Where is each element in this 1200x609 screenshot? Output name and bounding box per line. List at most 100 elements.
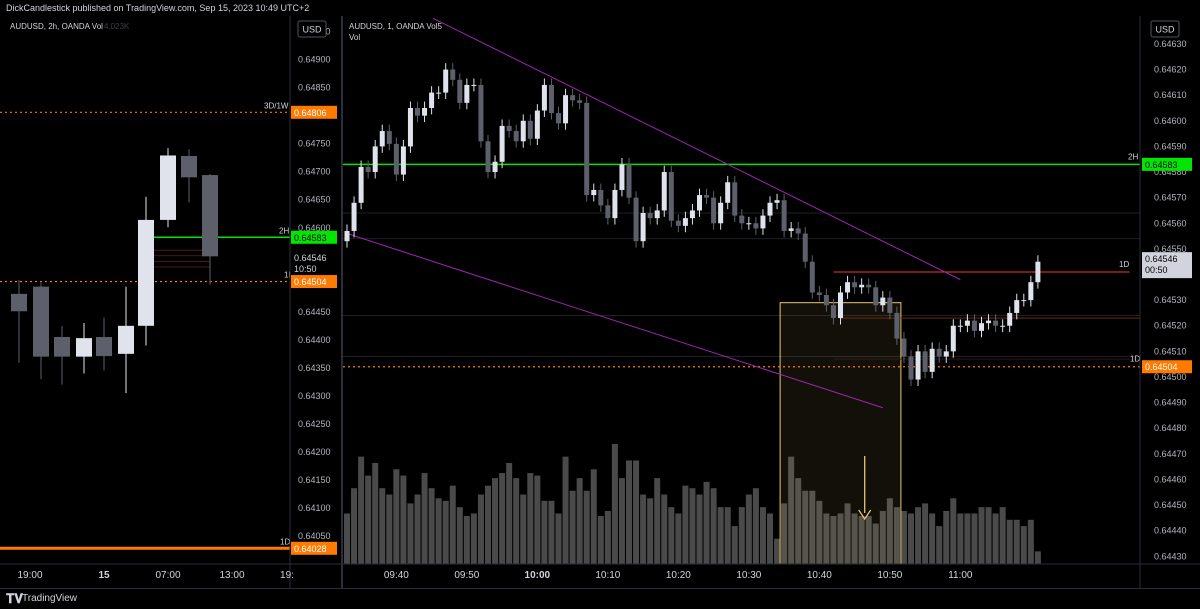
- right-volume-bar: [499, 473, 506, 564]
- right-volume-bar: [492, 478, 499, 564]
- left-candle-body: [118, 325, 134, 354]
- publisher-header: DickCandlestick published on TradingView…: [0, 0, 1200, 16]
- right-volume-bar: [407, 503, 414, 564]
- right-candle-body: [365, 166, 371, 173]
- right-volume-bar: [675, 513, 682, 564]
- right-volume-bar: [633, 460, 640, 564]
- right-volume-bar: [597, 516, 604, 564]
- right-candle-body: [499, 125, 505, 162]
- right-volume-bar: [435, 498, 442, 564]
- right-candle-body: [866, 284, 872, 288]
- right-candle-body: [887, 297, 893, 313]
- right-candle-body: [379, 131, 385, 147]
- right-volume-bar: [442, 500, 449, 564]
- left-currency-label: USD: [302, 25, 322, 35]
- left-y-tick: 0.64700: [298, 167, 331, 177]
- left-price-tag-1d-bottom-bg: [291, 541, 337, 555]
- left-price-tag-1d: 0.64504: [294, 277, 327, 287]
- right-y-tick: 0.64520: [1154, 321, 1187, 331]
- left-countdown: 10:50: [294, 264, 317, 274]
- right-price-tag-1d-bg: [1142, 360, 1192, 374]
- right-volume-bar: [823, 513, 830, 564]
- right-volume-bar: [703, 481, 710, 564]
- left-legend: AUDUSD, 2h, OANDA Vol: [10, 22, 103, 31]
- left-candle-body: [202, 175, 218, 257]
- right-chart-svg[interactable]: 2H 1D 1D 0.64630 0.64620 0.64610 0.64600 0.645…: [343, 16, 1200, 588]
- left-y-tick: 0.64100: [298, 503, 331, 513]
- right-y-tick: 0.64570: [1154, 193, 1187, 203]
- left-price-tag-3d1w: 0.64806: [294, 108, 327, 118]
- right-candle-body: [950, 325, 956, 352]
- left-level-label: 1D: [284, 271, 294, 280]
- right-candle-body: [436, 92, 442, 94]
- right-candle-body: [612, 189, 618, 219]
- right-volume-bar: [456, 507, 463, 564]
- right-volume-bar: [534, 475, 541, 564]
- right-candle-body: [809, 261, 815, 293]
- left-price-tag-2h-bg: [291, 230, 337, 244]
- right-x-label: 10:20: [666, 570, 691, 581]
- right-volume-bar: [428, 488, 435, 564]
- left-price-tag-2h: 0.64583: [294, 233, 327, 243]
- left-y-tick: 0.64350: [298, 363, 331, 373]
- right-last-price: 0.64546: [1145, 254, 1178, 264]
- right-candle-body: [746, 223, 752, 225]
- right-candle-body: [957, 325, 963, 327]
- right-volume-bar: [971, 513, 978, 564]
- right-volume-bar: [414, 494, 421, 564]
- right-candle-body: [908, 356, 914, 380]
- right-chart-panel[interactable]: 2H 1D 1D 0.64630 0.64620 0.64610 0.64600 0.645…: [343, 16, 1200, 588]
- right-currency-button[interactable]: [1150, 20, 1180, 38]
- left-candle-body: [76, 338, 92, 357]
- right-volume-bar: [618, 478, 625, 564]
- right-candle-body: [901, 338, 907, 357]
- left-y-tick: 0.64200: [298, 447, 331, 457]
- right-candle-body: [485, 141, 491, 173]
- right-volume-bar: [900, 510, 907, 564]
- panel-divider[interactable]: [341, 16, 343, 588]
- right-candle-body: [943, 351, 949, 357]
- right-volume-bar: [562, 456, 569, 564]
- right-y-tick: 0.64620: [1154, 65, 1187, 75]
- left-y-tick: 0.64850: [298, 83, 331, 93]
- right-volume-bar: [477, 494, 484, 564]
- left-y-tick: 0.64050: [298, 531, 331, 541]
- right-candle-body: [548, 84, 554, 114]
- right-candle-body: [591, 189, 597, 196]
- right-volume-bar: [513, 478, 520, 564]
- right-volume-bar: [724, 507, 731, 564]
- left-currency-button[interactable]: [297, 20, 327, 38]
- right-volume-bar: [731, 526, 738, 564]
- right-level-label-1d: 1D: [1130, 355, 1140, 364]
- right-candle-body: [563, 95, 569, 124]
- right-candle-body: [845, 282, 851, 293]
- right-volume-bar: [626, 460, 632, 564]
- right-volume-bar: [978, 507, 985, 564]
- right-volume-bar: [929, 513, 936, 564]
- right-volume-bar: [520, 494, 527, 564]
- right-candle-body: [1014, 300, 1020, 313]
- right-candle-body: [661, 172, 667, 211]
- left-price-tag-3d1w-bg: [291, 105, 337, 119]
- left-level-label: 3D/1W: [264, 101, 289, 110]
- right-candle-body: [852, 282, 858, 288]
- right-x-label: 09:50: [454, 570, 479, 581]
- right-volume-bar: [915, 507, 922, 564]
- right-candle-body: [429, 92, 435, 108]
- right-candle-body: [823, 295, 829, 306]
- right-candle-body: [964, 320, 970, 326]
- left-y-tick: 0.64750: [298, 139, 331, 149]
- right-price-tag-2h-bg: [1142, 157, 1192, 171]
- right-candle-body: [570, 95, 576, 101]
- left-x-label: 07:00: [155, 570, 180, 581]
- right-candle-body: [351, 202, 357, 231]
- right-candle-body: [464, 84, 470, 103]
- right-candle-body: [788, 228, 794, 231]
- right-volume-bar: [1013, 519, 1020, 564]
- right-candle-body: [753, 223, 759, 229]
- tradingview-logo-icon[interactable]: 𝐓𝐕: [6, 591, 23, 606]
- right-trendline-upper: [432, 17, 961, 281]
- right-candle-body: [725, 182, 731, 203]
